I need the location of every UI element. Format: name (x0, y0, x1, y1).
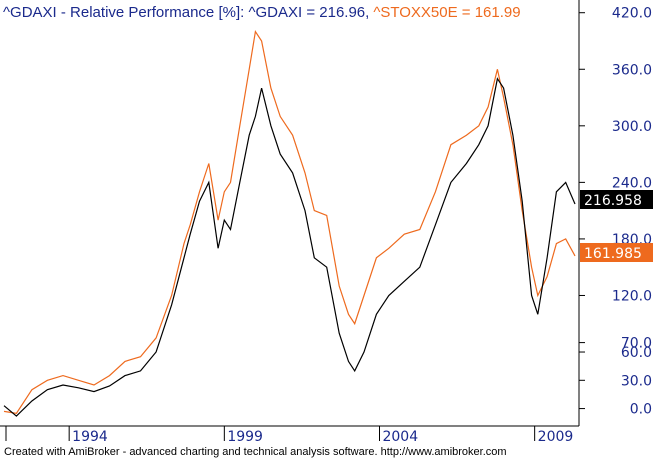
last-value-gdaxi-box (580, 190, 653, 209)
series-line-gdaxi (3, 77, 576, 417)
x-tick-label: 1994 (72, 429, 108, 445)
y-ticks: 420.0360.0300.0240.0180.0120.070.060.030… (579, 6, 652, 418)
x-tick-label: 2009 (538, 429, 574, 445)
title-series-gdaxi: ^GDAXI = 216.96, (248, 4, 369, 21)
title-prefix: ^GDAXI - Relative Performance [%]: (3, 4, 248, 21)
x-tick-label: 1999 (227, 429, 263, 445)
y-tick-label: 300.0 (612, 119, 652, 135)
last-value-stoxx-box (580, 243, 653, 262)
x-ticks: 1994 1999 2004 2009 (5, 426, 574, 445)
footer-credit: Created with AmiBroker - advanced charti… (4, 446, 507, 458)
last-value-stoxx: 161.985 (580, 243, 653, 262)
y-tick-label: 30.0 (621, 373, 652, 389)
y-tick-label: 240.0 (612, 175, 652, 191)
y-tick-label: 0.0 (630, 402, 652, 418)
last-value-gdaxi: 216.958 (580, 190, 653, 209)
last-value-stoxx-label: 161.985 (584, 246, 642, 262)
y-tick-label: 120.0 (612, 288, 652, 304)
y-tick-label: 360.0 (612, 62, 652, 78)
y-tick-label: 70.0 (621, 336, 652, 352)
y-tick-label: 420.0 (612, 6, 652, 22)
chart-title: ^GDAXI - Relative Performance [%]: ^GDAX… (3, 4, 521, 21)
x-tick-label: 2004 (382, 429, 418, 445)
last-value-gdaxi-label: 216.958 (584, 193, 642, 209)
title-series-stoxx: ^STOXX50E = 161.99 (373, 4, 520, 21)
y-tick-label: 60.0 (621, 345, 652, 361)
